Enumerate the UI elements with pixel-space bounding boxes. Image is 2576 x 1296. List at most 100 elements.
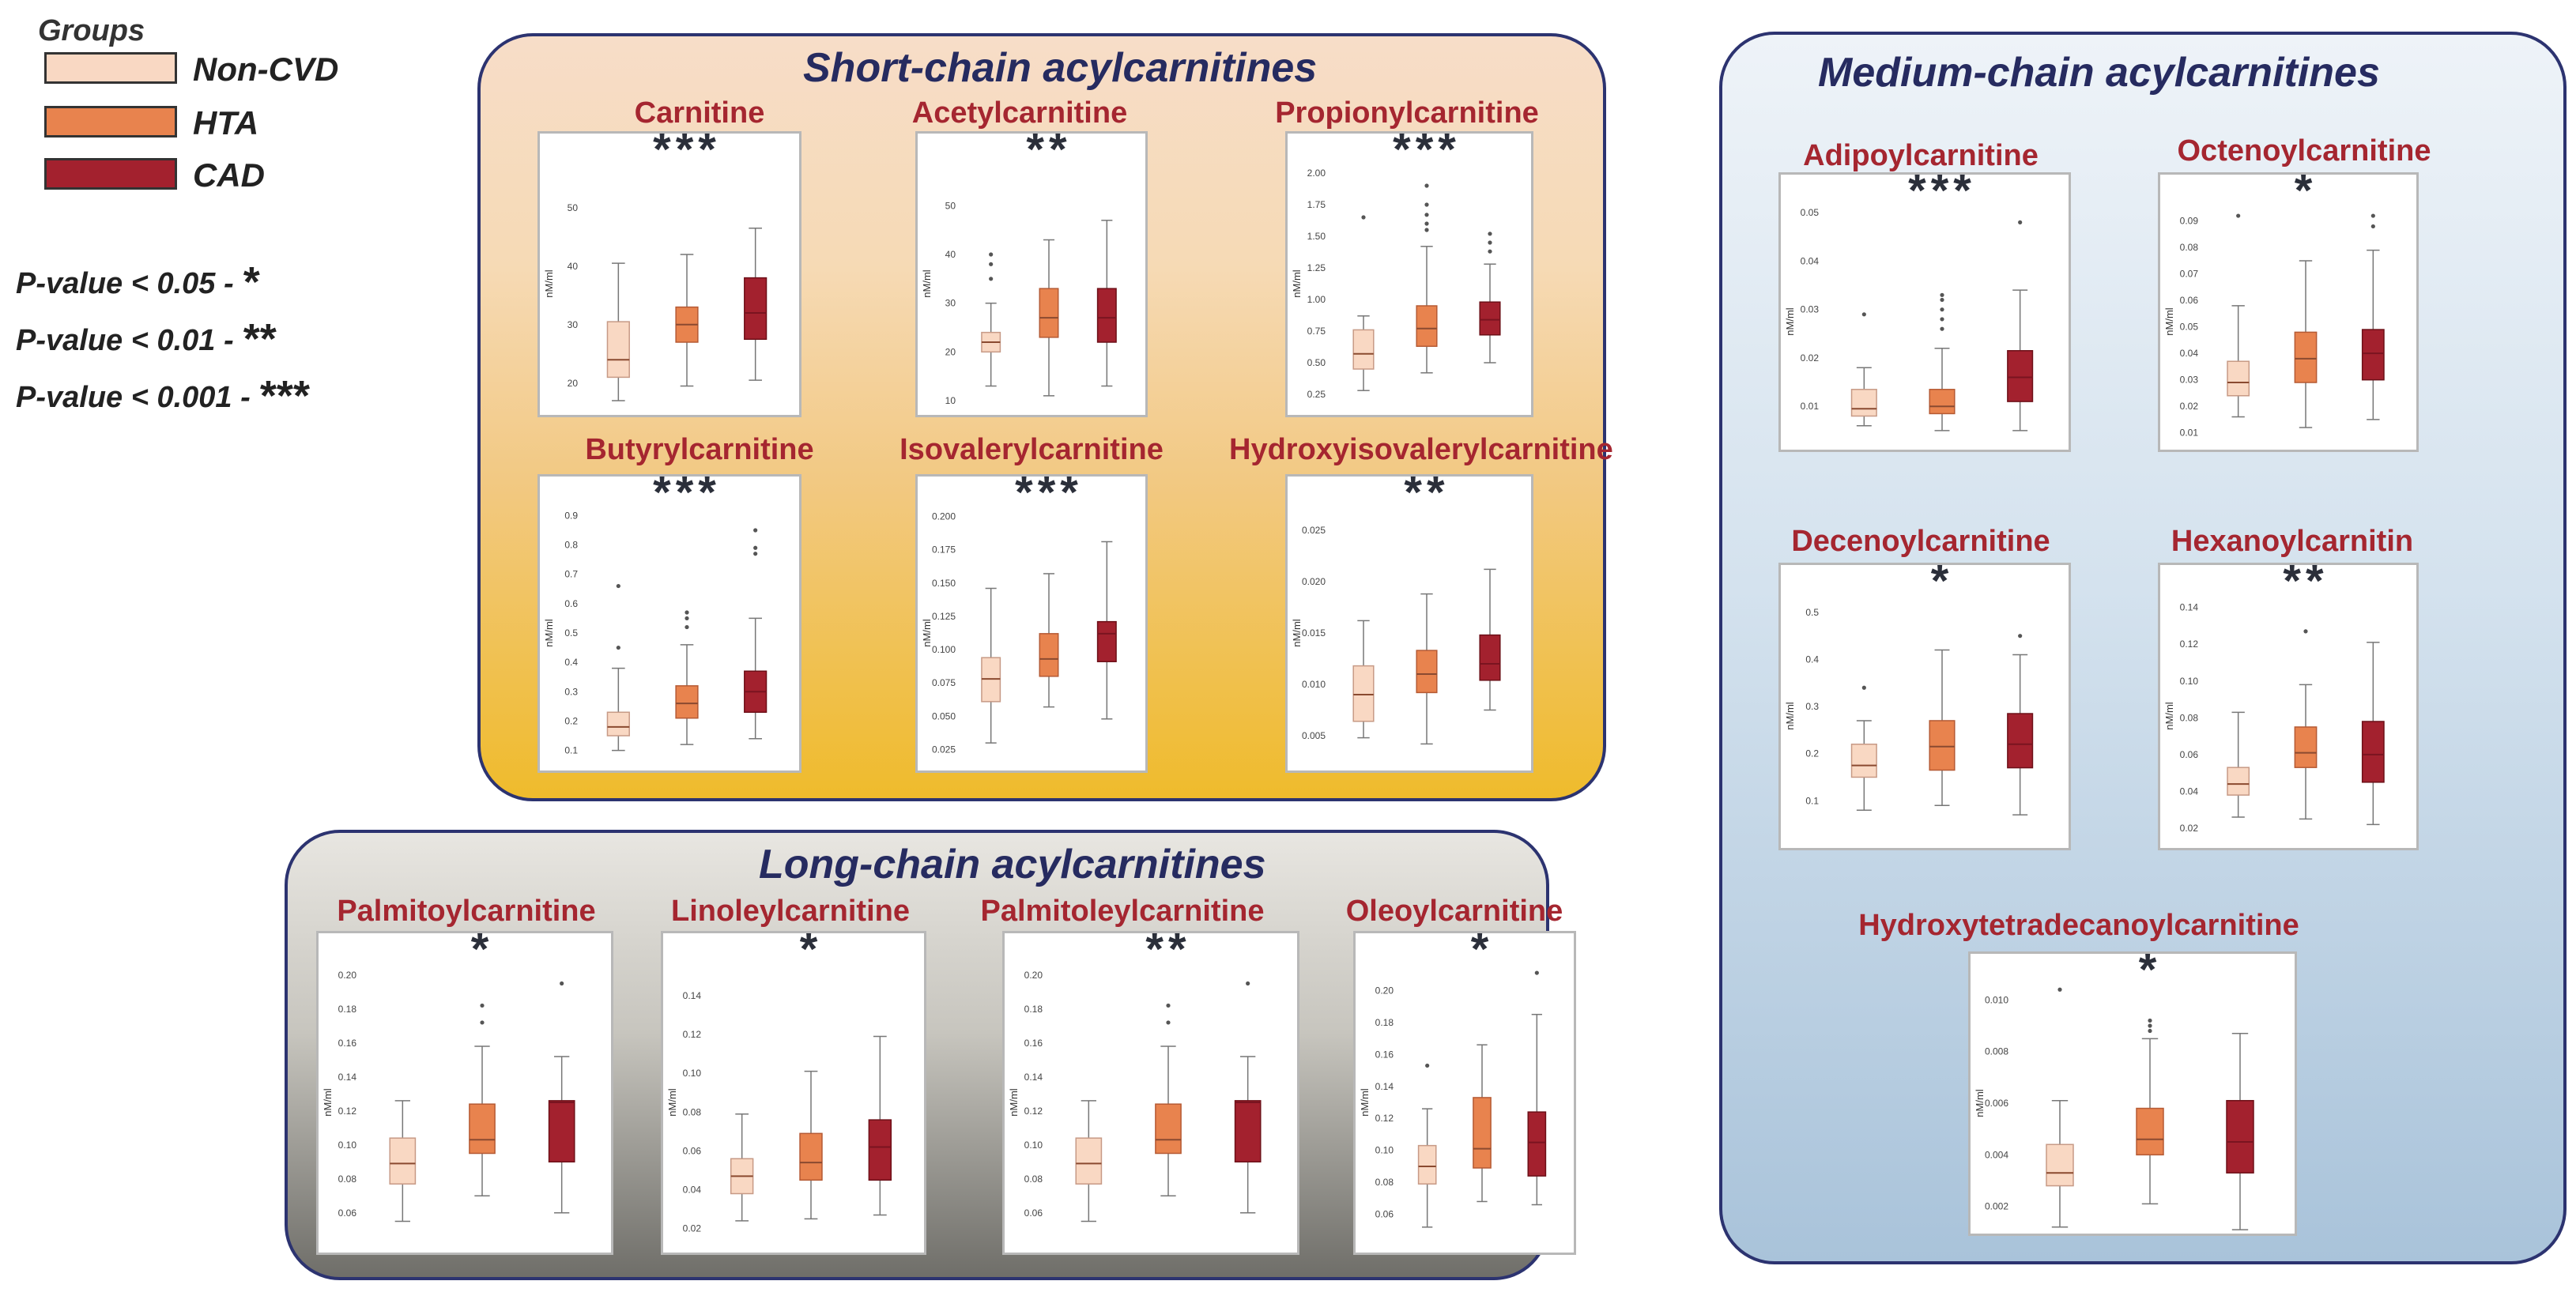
box-cad [744, 227, 768, 381]
legend-label-non-cvd: Non-CVD [193, 51, 339, 88]
legend: Groups Non-CVD HTA CAD P-value < 0.05 - *… [16, 11, 458, 422]
outlier-point [685, 610, 689, 615]
plot-title-linoleylcarnitine: Linoleylcarnitine [671, 895, 910, 928]
y-tick-label: 0.5 [564, 627, 578, 639]
y-tick-label: 0.01 [1801, 401, 1820, 412]
boxplot-linoleylcarnitine: nM/ml 0.02 0.04 0.06 0.08 0.10 0.12 0.14 * [661, 931, 926, 1255]
y-axis-label: nM/ml [666, 1088, 678, 1117]
outlier-point [1424, 221, 1429, 226]
outlier-point [2148, 1028, 2152, 1034]
box-iqr [1527, 1111, 1547, 1177]
y-tick-label: 0.18 [1375, 1017, 1394, 1028]
outlier-point [753, 528, 758, 533]
box-hta [799, 1070, 823, 1220]
box-hta [1416, 593, 1438, 745]
box-noncvd [606, 262, 630, 401]
outlier-point [1488, 240, 1492, 245]
y-tick-label: 0.7 [564, 569, 578, 580]
y-tick-label: 0.12 [1375, 1113, 1394, 1124]
outlier-point [1246, 981, 1250, 986]
outlier-point [2370, 213, 2375, 218]
y-tick-label: 0.10 [1024, 1140, 1043, 1151]
legend-title: Groups [38, 14, 145, 47]
box-iqr [2136, 1107, 2164, 1156]
significance-stars: *** [653, 134, 721, 175]
outlier-point [753, 545, 758, 550]
pvalue-legend-0: P-value < 0.05 - * [16, 254, 258, 306]
box-cad [2226, 1033, 2254, 1230]
y-tick-label: 0.14 [1024, 1072, 1043, 1083]
significance-stars: * [2139, 954, 2162, 996]
box-noncvd [2227, 213, 2250, 418]
y-tick-label: 50 [945, 200, 956, 211]
outlier-point [480, 1020, 485, 1025]
box-cad [1479, 568, 1501, 711]
box-iqr [1479, 301, 1501, 336]
y-tick-label: 0.008 [1985, 1046, 2008, 1057]
y-tick-label: 0.010 [1302, 679, 1326, 690]
plot-title-hexanoylcarnitin: Hexanoylcarnitin [2171, 525, 2414, 558]
outlier-point [1166, 1020, 1171, 1025]
y-tick-label: 0.20 [1024, 970, 1043, 981]
plot-title-carnitine: Carnitine [634, 96, 765, 130]
plot-title-octenoylcarnitine: Octenoylcarnitine [2177, 134, 2431, 168]
y-tick-label: 0.25 [1307, 389, 1326, 400]
outlier-point [2148, 1018, 2152, 1023]
y-tick-label: 0.18 [1024, 1004, 1043, 1015]
box-iqr [868, 1119, 892, 1181]
plot-title-oleoylcarnitine: Oleoylcarnitine [1345, 895, 1563, 928]
y-axis-label: nM/ml [1974, 1089, 1986, 1117]
y-tick-label: 0.12 [338, 1106, 357, 1117]
long-chain-title: Long-chain acylcarnitines [759, 842, 1266, 887]
plot-svg: nM/ml 10 20 30 40 50 ** [921, 134, 1117, 406]
box-cad [2007, 220, 2034, 431]
y-tick-label: 0.3 [1805, 701, 1819, 712]
box-noncvd [606, 583, 630, 752]
boxplot-hydroxyisovalerylcarnitine: nM/ml 0.005 0.010 0.015 0.020 0.025 ** [1285, 474, 1533, 773]
y-tick-label: 0.75 [1307, 326, 1326, 337]
y-tick-label: 0.9 [564, 510, 578, 521]
box-iqr [389, 1137, 417, 1185]
y-tick-label: 0.004 [1985, 1149, 2008, 1160]
y-axis-label: nM/ml [1784, 702, 1796, 730]
y-axis-label: nM/ml [921, 269, 933, 298]
boxplot-oleoylcarnitine: nM/ml 0.06 0.08 0.10 0.12 0.14 0.16 0.18 0.20 * [1353, 931, 1576, 1255]
plot-svg: nM/ml 0.1 0.2 0.3 0.4 0.5 0.6 0.7 0.8 0.9 *** [543, 477, 768, 756]
y-tick-label: 10 [945, 395, 956, 406]
y-axis-label: nM/ml [543, 269, 555, 298]
pvalue-label: P-value < 0.01 - [16, 324, 234, 357]
legend-swatch-cad [44, 158, 177, 190]
box-iqr [1039, 633, 1059, 677]
legend-swatch-non-cvd [44, 52, 177, 84]
box-iqr [2007, 350, 2034, 402]
box-cad [2361, 642, 2385, 826]
box-iqr [2046, 1143, 2074, 1187]
y-tick-label: 0.08 [1375, 1177, 1394, 1188]
plot-title-adipoylcarnitine: Adipoylcarnitine [1803, 139, 2039, 172]
box-iqr [744, 277, 768, 341]
y-tick-label: 0.20 [338, 970, 357, 981]
significance-stars: ** [2283, 565, 2328, 607]
boxplot-hexanoylcarnitin: nM/ml 0.02 0.04 0.06 0.08 0.10 0.12 0.14 ** [2158, 563, 2419, 850]
pvalue-label: P-value < 0.05 - [16, 267, 234, 300]
outlier-point [1425, 1063, 1430, 1068]
y-tick-label: 0.2 [564, 715, 578, 726]
y-tick-label: 0.04 [2180, 348, 2199, 359]
outlier-point [753, 552, 758, 556]
outlier-point [1940, 297, 1944, 303]
box-iqr [1039, 288, 1059, 338]
plot-title-propionylcarnitine: Propionylcarnitine [1275, 96, 1539, 130]
plot-svg: nM/ml 0.02 0.04 0.06 0.08 0.10 0.12 0.14 * [666, 933, 892, 1234]
box-iqr [1416, 305, 1438, 347]
box-iqr [1929, 389, 1956, 415]
outlier-point [1166, 1003, 1171, 1008]
y-tick-label: 0.125 [932, 611, 956, 622]
pvalue-label: P-value < 0.001 - [16, 381, 251, 414]
box-hta [1416, 183, 1438, 374]
box-cad [2007, 634, 2034, 816]
box-iqr [606, 321, 630, 379]
outlier-point [1534, 970, 1539, 975]
significance-stars: * [2295, 175, 2318, 217]
outlier-point [1488, 249, 1492, 254]
y-axis-label: nM/ml [543, 619, 555, 647]
